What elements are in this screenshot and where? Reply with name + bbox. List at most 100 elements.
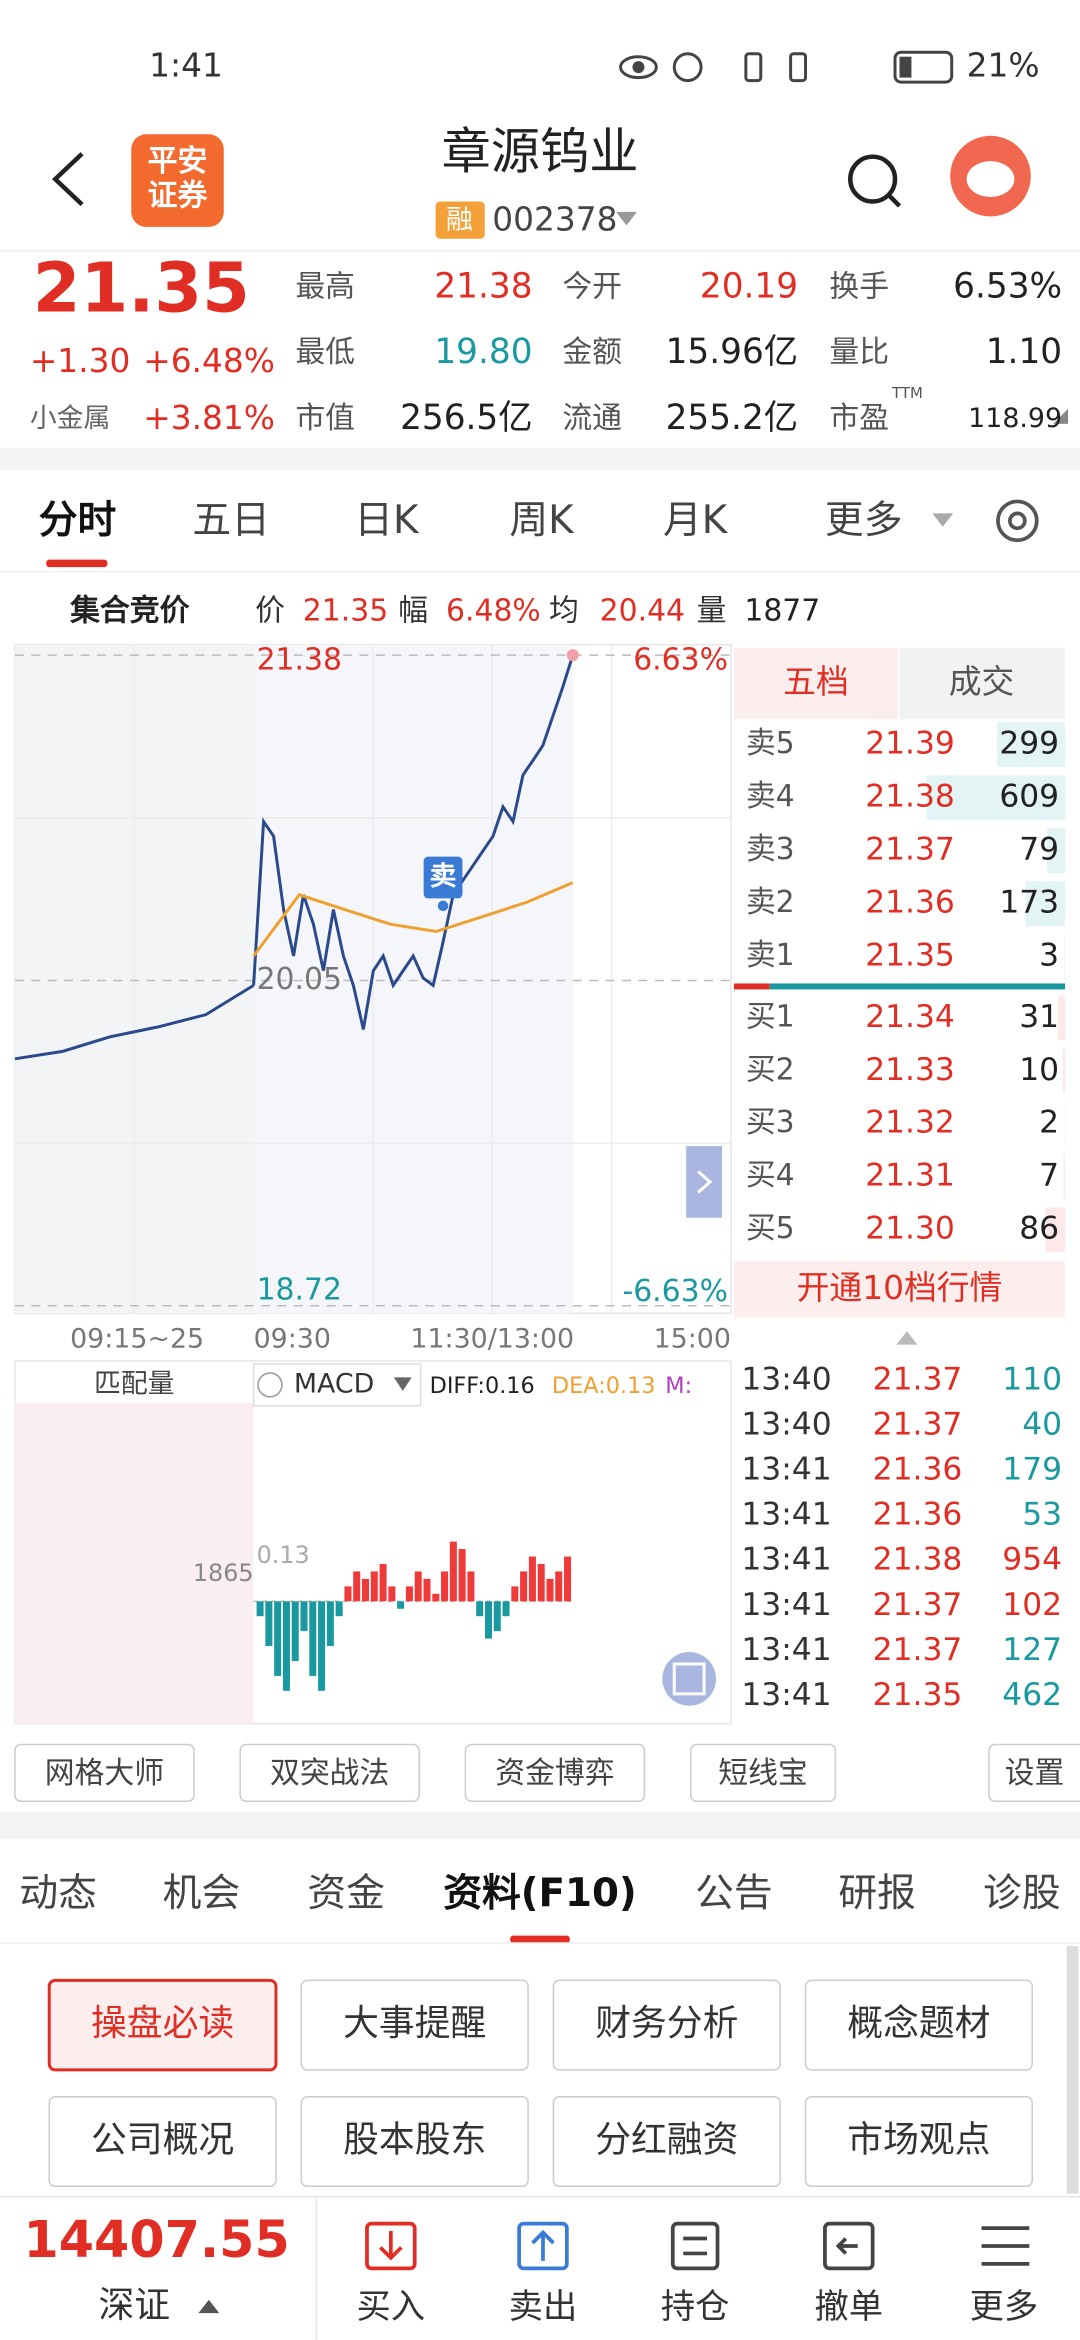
- chart-tab[interactable]: 月K: [663, 498, 729, 543]
- section-tab[interactable]: 资料(F10): [443, 1871, 636, 1916]
- margin-tag-bg: [435, 201, 485, 239]
- scrollbar: [1066, 1946, 1079, 2194]
- action-label[interactable]: 买入: [357, 2287, 426, 2327]
- book-volume: 7: [1039, 1158, 1059, 1194]
- trade-volume: 102: [1002, 1587, 1062, 1623]
- book-tab[interactable]: [899, 647, 1066, 720]
- tool-label[interactable]: 网格大师: [45, 1756, 164, 1791]
- book-volume: 31: [1019, 999, 1059, 1035]
- macd-bar: [361, 1578, 370, 1602]
- feature-label[interactable]: 操盘必读: [91, 2003, 234, 2044]
- feature-button[interactable]: [48, 2096, 277, 2188]
- book-label: 买1: [746, 999, 795, 1034]
- more-dropdown[interactable]: [932, 513, 954, 527]
- chart-tab[interactable]: 周K: [509, 498, 575, 543]
- section-tab[interactable]: 资金: [307, 1871, 385, 1916]
- section-tab[interactable]: 诊股: [983, 1871, 1061, 1916]
- chart-tab[interactable]: 五日: [192, 498, 270, 543]
- action-label[interactable]: 更多: [970, 2287, 1039, 2327]
- feature-button[interactable]: [552, 1979, 781, 2071]
- macd-bar: [370, 1571, 378, 1602]
- tool-label[interactable]: 双突战法: [270, 1756, 389, 1791]
- feature-label[interactable]: 股本股东: [343, 2120, 486, 2161]
- stat-label: 市盈: [829, 401, 889, 436]
- tool-label[interactable]: 短线宝: [718, 1756, 807, 1791]
- tool-label[interactable]: 设置: [1005, 1756, 1065, 1791]
- feature-label[interactable]: 市场观点: [847, 2120, 990, 2161]
- y-tick-label: 21.38: [257, 643, 342, 678]
- price-line: [252, 654, 575, 1030]
- settings-button[interactable]: [996, 499, 1039, 543]
- market-name[interactable]: 深证: [98, 2285, 170, 2326]
- code-dropdown[interactable]: [616, 211, 637, 226]
- feature-label[interactable]: 概念题材: [847, 2003, 990, 2044]
- search-button[interactable]: [848, 154, 902, 208]
- last-point: [566, 649, 579, 662]
- trade-price: 21.36: [873, 1452, 963, 1488]
- macd-diff: DIFF:0.16: [430, 1373, 535, 1399]
- section-tab[interactable]: 机会: [163, 1871, 241, 1916]
- macd-bar: [282, 1601, 290, 1691]
- logo-text: 证券: [148, 178, 209, 213]
- action-label[interactable]: 持仓: [661, 2287, 730, 2327]
- feature-button[interactable]: [804, 1979, 1034, 2071]
- trades-collapse[interactable]: [896, 1331, 918, 1345]
- market-dropdown[interactable]: [198, 2299, 220, 2314]
- macd-bar: [274, 1601, 282, 1676]
- stat-label: 最低: [295, 335, 355, 370]
- fullscreen-button[interactable]: [662, 1652, 717, 1706]
- feature-button[interactable]: [804, 2096, 1034, 2188]
- feature-label[interactable]: 分红融资: [595, 2120, 738, 2161]
- tool-button[interactable]: [464, 1743, 646, 1803]
- book-tab[interactable]: 五档: [783, 663, 849, 701]
- trade-volume: 127: [1002, 1632, 1062, 1668]
- feature-button[interactable]: [47, 1978, 278, 2072]
- upgrade-text[interactable]: 开通10档行情: [797, 1269, 1003, 1307]
- back-button[interactable]: [51, 152, 84, 207]
- tool-label[interactable]: 资金博弈: [495, 1756, 614, 1791]
- chart-tab[interactable]: 更多: [825, 498, 903, 543]
- margin-tag: 融: [446, 204, 473, 235]
- trade-time: 13:40: [741, 1406, 831, 1442]
- stat-value: 6.53%: [953, 267, 1062, 307]
- macd-bar: [511, 1586, 519, 1602]
- chart-tab[interactable]: 日K: [354, 498, 420, 543]
- trade-time: 13:41: [741, 1452, 831, 1488]
- section-tab[interactable]: 动态: [19, 1871, 97, 1916]
- collapse-handle[interactable]: [686, 1146, 722, 1218]
- stat-label: 金额: [562, 335, 622, 370]
- section-tab[interactable]: 研报: [838, 1871, 916, 1916]
- book-tab[interactable]: 成交: [949, 663, 1015, 701]
- action-label[interactable]: 卖出: [509, 2287, 578, 2327]
- book-label: 买2: [746, 1052, 795, 1087]
- macd-bar: [520, 1571, 528, 1602]
- feature-button[interactable]: [300, 2096, 529, 2188]
- tool-button[interactable]: [239, 1743, 420, 1803]
- indicator-selector[interactable]: [252, 1363, 422, 1407]
- macd-bar: [423, 1578, 431, 1602]
- macd-bar: [537, 1563, 545, 1602]
- feature-label[interactable]: 大事提醒: [343, 2003, 486, 2044]
- summary-label: 价: [255, 593, 285, 628]
- stat-value: 255.2亿: [666, 398, 798, 438]
- stat-label: 流通: [562, 401, 622, 436]
- tool-button[interactable]: [988, 1743, 1080, 1803]
- feature-button[interactable]: [552, 2096, 781, 2188]
- stat-value: 256.5亿: [400, 398, 532, 438]
- info-icon[interactable]: [257, 1372, 283, 1398]
- tool-button[interactable]: [14, 1743, 195, 1803]
- volume-bar: [1058, 995, 1066, 1041]
- section-tab[interactable]: 公告: [695, 1871, 773, 1916]
- trade-price: 21.35: [873, 1677, 963, 1713]
- chart-tab[interactable]: 分时: [39, 498, 117, 543]
- book-volume: 609: [999, 779, 1059, 815]
- feature-button[interactable]: [300, 1979, 529, 2071]
- upgrade-button[interactable]: [733, 1261, 1066, 1318]
- tab-underline: [46, 559, 108, 568]
- feature-label[interactable]: 财务分析: [595, 2003, 738, 2044]
- action-label[interactable]: 撤单: [814, 2287, 883, 2327]
- book-tab-active[interactable]: [733, 647, 899, 720]
- feature-label[interactable]: 公司概况: [91, 2120, 234, 2161]
- tool-button[interactable]: [689, 1743, 837, 1803]
- annotation: 卖: [430, 861, 457, 892]
